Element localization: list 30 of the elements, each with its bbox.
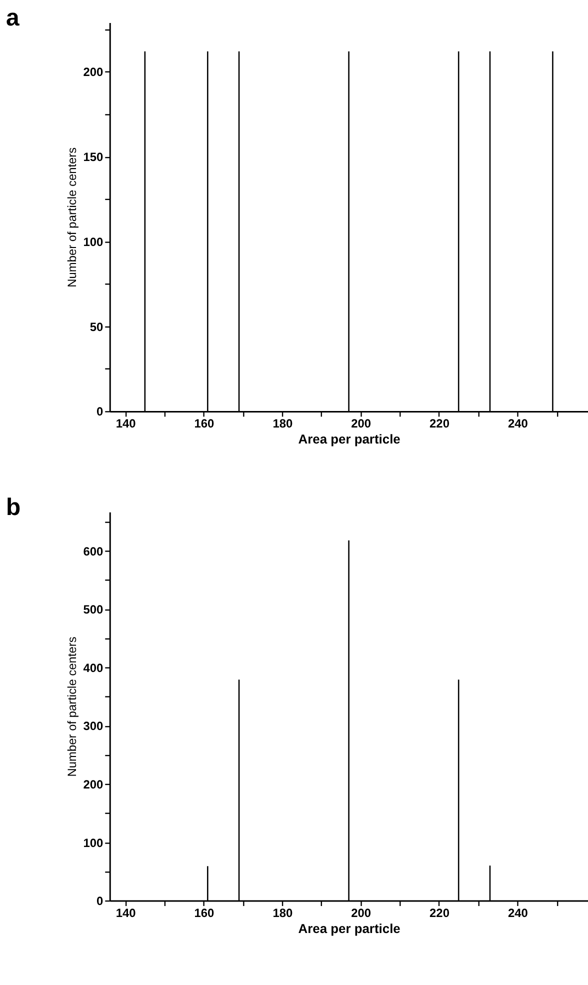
x-axis-title: Area per particle [298, 432, 400, 447]
x-tick-label: 180 [272, 906, 293, 920]
y-axis-title: Number of particle centers [65, 636, 80, 777]
y-tick-label: 0 [96, 404, 104, 419]
x-tick-label: 180 [272, 416, 293, 431]
y-tick-label: 400 [83, 660, 104, 675]
y-tick-label: 50 [90, 320, 104, 334]
y-tick-label: 200 [83, 777, 104, 792]
y-tick-label: 0 [96, 894, 104, 908]
y-tick-label: 100 [83, 234, 104, 249]
y-tick-label: 150 [83, 150, 104, 164]
y-axis-title: Number of particle centers [65, 147, 80, 288]
x-tick-label: 140 [116, 906, 136, 920]
x-tick-label: 160 [194, 906, 215, 920]
y-tick-label: 200 [83, 65, 104, 80]
x-tick-label: 240 [508, 416, 528, 431]
y-tick-label: 600 [83, 544, 104, 558]
x-tick-label: 140 [116, 416, 136, 431]
x-tick-label: 220 [430, 906, 450, 920]
x-tick-label: 160 [194, 416, 215, 431]
chart-title: a [6, 4, 20, 32]
y-tick-label: 500 [83, 602, 104, 617]
x-tick-label: 240 [508, 906, 528, 920]
x-tick-label: 200 [351, 416, 372, 431]
y-tick-label: 100 [83, 836, 104, 850]
y-tick-label: 300 [83, 719, 104, 734]
x-tick-label: 200 [351, 906, 372, 920]
x-tick-label: 220 [430, 416, 450, 431]
chart-title: b [6, 494, 21, 521]
x-axis-title: Area per particle [298, 920, 400, 936]
